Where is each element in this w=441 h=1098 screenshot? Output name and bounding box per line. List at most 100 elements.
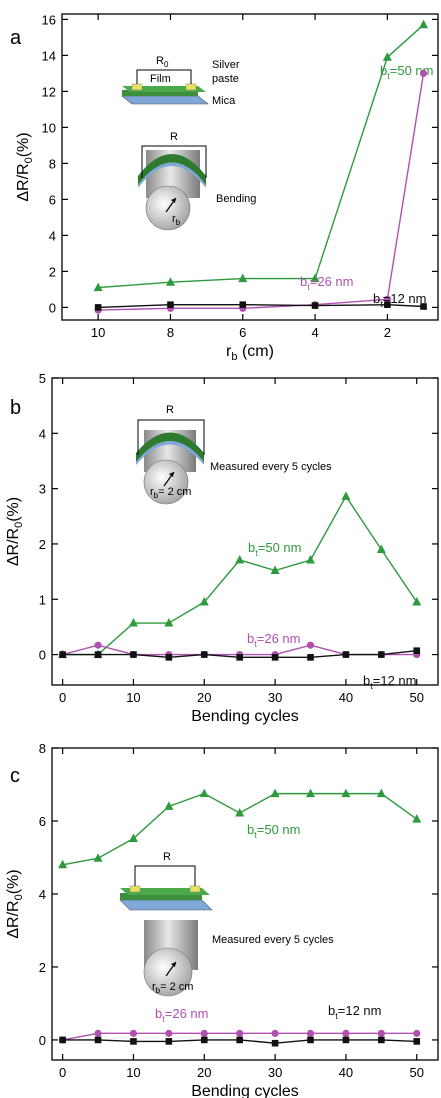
series-label: bt=50 nm [247, 822, 300, 840]
series-label: bt=12 nm [328, 1003, 381, 1021]
series-label: bt=12 nm [363, 673, 416, 691]
inset-rb-label: rb= 2 cm [152, 981, 193, 995]
film-top [122, 86, 206, 92]
data-point [59, 651, 66, 658]
y-axis-label: ΔR/R0(%) [15, 132, 35, 201]
data-point [270, 565, 280, 574]
bent-film [136, 432, 204, 462]
data-point [129, 1029, 138, 1037]
y-tick-label: 4 [39, 426, 46, 441]
x-tick-label: 50 [410, 690, 424, 705]
inset-r-label: R [166, 404, 174, 416]
data-point [167, 301, 174, 308]
mica-substrate [119, 899, 213, 911]
panel-letter-a: a [10, 27, 22, 49]
y-tick-label: 2 [39, 537, 46, 552]
axes-frame [51, 747, 439, 1061]
panel-letter-b: b [10, 397, 21, 419]
data-point [94, 651, 102, 658]
y-tick-label: 6 [49, 192, 56, 207]
data-point [165, 1029, 173, 1037]
y-tick-label: 2 [39, 960, 46, 975]
plot-area: 10 8 6 4 2 0 2 4 6 8 10 12 14 16 rb (cm) ΔR/R0(%) [15, 12, 439, 363]
data-point [378, 651, 385, 658]
series-label: bt=26 nm [300, 274, 353, 292]
data-point [271, 654, 279, 661]
data-point [270, 788, 280, 798]
data-point [128, 618, 138, 627]
data-point [236, 654, 243, 661]
data-point [419, 69, 428, 77]
data-point [94, 641, 102, 649]
data-point [94, 304, 102, 311]
data-point [382, 52, 392, 61]
data-point [310, 273, 320, 283]
chart-panel-a: 10 8 6 4 2 0 2 4 6 8 10 12 14 16 rb (cm) ΔR/R0(%) R0 Fi… [15, 12, 439, 363]
data-point [306, 554, 316, 564]
film-top [120, 888, 210, 895]
data-point [94, 1036, 102, 1044]
data-point [412, 597, 422, 606]
y-tick-label: 16 [42, 12, 56, 27]
cylinder-end [145, 185, 191, 231]
data-point [341, 788, 351, 798]
series-line [98, 24, 425, 289]
data-point [383, 295, 391, 303]
data-point [128, 833, 138, 842]
x-tick-label: 20 [197, 1065, 211, 1080]
inset-r0-label: R0 [156, 55, 169, 69]
data-point [412, 814, 422, 823]
data-point [342, 651, 350, 658]
x-tick-label: 8 [167, 325, 174, 340]
data-point [199, 597, 209, 606]
axes-frame [61, 13, 439, 321]
data-point [164, 801, 174, 810]
data-point [200, 1036, 208, 1044]
y-tick-label: 4 [39, 887, 46, 902]
data-point [130, 1038, 137, 1045]
data-point [165, 654, 173, 661]
data-point [341, 491, 351, 500]
data-point [413, 1038, 421, 1045]
radius-arrowhead [171, 962, 176, 967]
bent-mica [138, 162, 206, 188]
y-tick-label: 4 [49, 228, 56, 243]
data-point [93, 853, 103, 862]
data-point [306, 1029, 315, 1037]
inset-mica-label: Mica [212, 95, 236, 107]
radius-arrowhead [171, 198, 176, 203]
inset-bending-diagram: R rb= 2 cm Measured every 5 cycles [136, 404, 332, 505]
series-line [98, 303, 424, 309]
y-axis-label: ΔR/R0(%) [5, 497, 25, 566]
data-point [238, 273, 248, 283]
silver-paste-right [189, 885, 201, 893]
inset-bending-diagram: R0 Film Silver paste Mica R rb Bending [121, 55, 256, 231]
data-point [271, 1039, 279, 1047]
x-tick-label: 10 [91, 325, 105, 340]
data-point [420, 303, 427, 310]
x-tick-label: 4 [311, 325, 318, 340]
series-label: bt=12 nm [373, 291, 426, 309]
data-point [311, 302, 319, 309]
y-tick-label: 5 [39, 371, 46, 386]
data-point [376, 788, 386, 798]
x-tick-label: 0 [59, 1065, 66, 1080]
y-tick-label: 3 [39, 482, 46, 497]
axes-frame [51, 377, 439, 686]
data-point [376, 544, 386, 553]
data-point [384, 301, 391, 308]
data-point [413, 647, 421, 655]
data-point [342, 1029, 350, 1037]
data-point [307, 1036, 314, 1044]
data-point [93, 282, 103, 292]
series-bt-26-nm: bt=26 nm [59, 1006, 421, 1044]
inset-paste-label: paste [212, 73, 239, 85]
inset-rb-label: rb [172, 213, 181, 227]
data-point [58, 859, 68, 869]
plot-area: 0 10 20 30 40 50 0 1 2 3 4 5 Bending cycles ΔR/R0(%) [5, 371, 439, 725]
y-tick-label: 14 [42, 48, 56, 63]
x-tick-label: 50 [410, 1065, 424, 1080]
x-axis-label: rb (cm) [226, 343, 274, 363]
